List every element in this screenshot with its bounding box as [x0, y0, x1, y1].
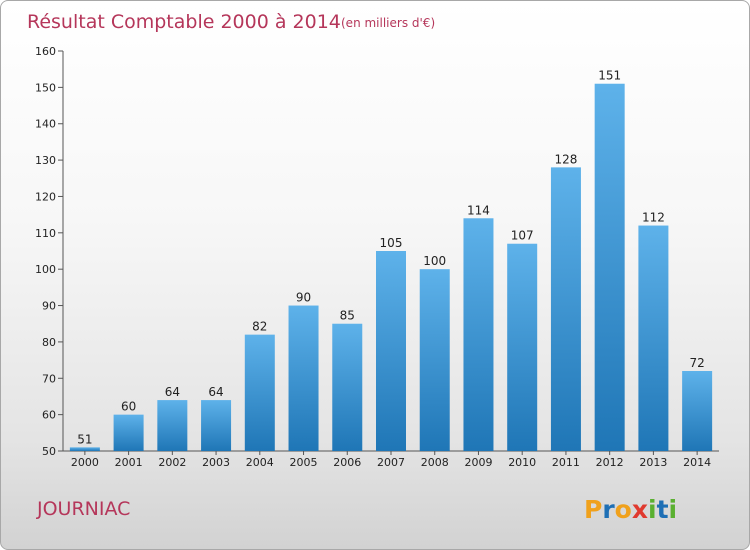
x-axis: 2000 2001 2002 2003 2004 2005 2006 2007 2008 2009…	[63, 450, 719, 469]
y-tick-label: 50	[42, 445, 56, 458]
bar-2010	[507, 243, 538, 451]
y-tick-label: 140	[35, 118, 56, 131]
bar-2000	[69, 447, 100, 451]
x-tick-label: 2000	[71, 456, 99, 469]
data-labels-group: 51 60 64 64 82 90 85 105 100 114 107 128 151 112 72	[77, 69, 705, 447]
x-tick-label: 2014	[683, 456, 711, 469]
x-tick-label: 2010	[508, 456, 536, 469]
y-tick-label: 60	[42, 409, 56, 422]
x-tick-label: 2011	[552, 456, 580, 469]
bar-2009	[463, 218, 494, 451]
x-tick-label: 2013	[639, 456, 667, 469]
logo-letter: r	[602, 495, 615, 524]
y-tick-label: 70	[42, 372, 56, 385]
x-tick-label: 2001	[115, 456, 143, 469]
bar-2003	[201, 400, 232, 451]
y-tick-label: 100	[35, 263, 56, 276]
proxiti-wordmark: Proxiti	[584, 495, 677, 524]
bar-2005	[288, 305, 319, 451]
logo-letter: o	[615, 495, 632, 524]
x-tick-label: 2008	[421, 456, 449, 469]
logo-letter: i	[669, 495, 678, 524]
bar-2006	[332, 323, 363, 451]
x-tick-label: 2003	[202, 456, 230, 469]
data-label-2000: 51	[77, 432, 92, 446]
x-tick-label: 2007	[377, 456, 405, 469]
y-axis: 50 60 70 80 90 100 110 120 130 140 150 160	[35, 45, 64, 458]
logo-letter: P	[584, 495, 602, 524]
bar-2007	[376, 251, 406, 451]
bar-2011	[550, 167, 581, 451]
y-tick-label: 150	[35, 81, 56, 94]
data-label-2008: 100	[423, 254, 446, 268]
x-tick-label: 2009	[464, 456, 492, 469]
data-label-2010: 107	[511, 229, 534, 243]
logo-letter: x	[632, 495, 648, 524]
y-tick-label: 120	[35, 190, 56, 203]
data-label-2006: 85	[340, 309, 355, 323]
y-tick-label: 90	[42, 300, 56, 313]
bar-2012	[594, 83, 625, 452]
bar-2008	[419, 269, 450, 451]
logo-letter: t	[657, 495, 669, 524]
x-tick-label: 2006	[333, 456, 361, 469]
logo-letter: i	[648, 495, 657, 524]
data-label-2005: 90	[296, 291, 311, 305]
bar-2004	[244, 334, 275, 451]
y-tick-label: 130	[35, 154, 56, 167]
commune-name: JOURNIAC	[36, 498, 130, 520]
bars-group	[69, 83, 713, 452]
bar-2001	[113, 414, 144, 451]
x-tick-label: 2005	[290, 456, 318, 469]
data-label-2009: 114	[467, 203, 490, 217]
chart-subtitle: (en milliers d'€)	[341, 16, 435, 30]
data-label-2011: 128	[554, 152, 577, 166]
data-label-2007: 105	[380, 236, 403, 250]
y-tick-label: 110	[35, 227, 56, 240]
bar-2014	[682, 371, 713, 451]
proxiti-logo: Proxiti	[584, 495, 677, 524]
data-label-2002: 64	[165, 385, 180, 399]
chart-title: Résultat Comptable 2000 à 2014	[27, 11, 341, 33]
x-tick-label: 2002	[158, 456, 186, 469]
data-label-2013: 112	[642, 211, 665, 225]
bar-2002	[157, 400, 188, 451]
data-label-2004: 82	[252, 320, 267, 334]
data-label-2014: 72	[689, 356, 704, 370]
data-label-2012: 151	[598, 69, 621, 83]
bar-2013	[638, 225, 669, 451]
y-tick-label: 160	[35, 45, 56, 58]
x-tick-label: 2004	[246, 456, 274, 469]
data-label-2001: 60	[121, 400, 136, 414]
x-tick-label: 2012	[596, 456, 624, 469]
y-tick-label: 80	[42, 336, 56, 349]
data-label-2003: 64	[208, 385, 223, 399]
